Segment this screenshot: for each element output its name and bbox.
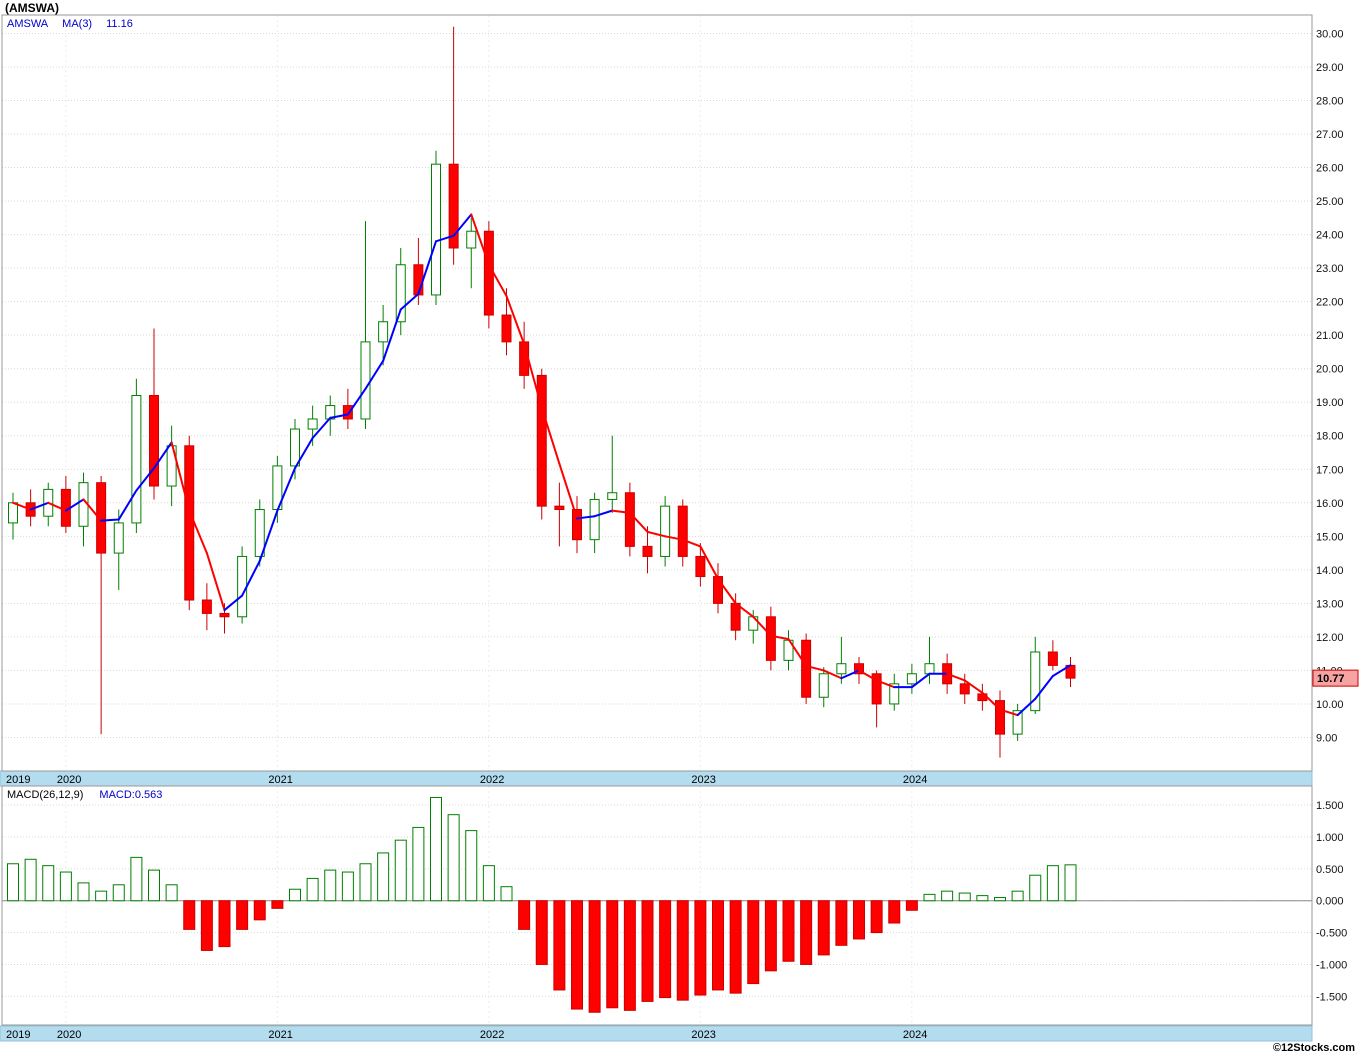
page-title: (AMSWA) (5, 1, 59, 15)
year-label: 2019 (6, 1029, 30, 1041)
ma3-line (12, 213, 1072, 717)
svg-text:23.00: 23.00 (1316, 263, 1344, 275)
year-label: 2021 (268, 774, 292, 786)
macd-histogram (7, 796, 1077, 1013)
svg-text:-0.500: -0.500 (1316, 928, 1347, 940)
symbol-label: AMSWA (7, 18, 49, 30)
year-label: 2020 (57, 774, 81, 786)
svg-text:20.00: 20.00 (1316, 364, 1344, 376)
svg-text:19.00: 19.00 (1316, 397, 1344, 409)
svg-text:17.00: 17.00 (1316, 464, 1344, 476)
svg-text:-1.500: -1.500 (1316, 991, 1347, 1003)
macd-panel-legend: MACD(26,12,9) MACD:0.563 (7, 789, 162, 801)
year-label: 2022 (480, 1029, 504, 1041)
svg-text:25.00: 25.00 (1316, 196, 1344, 208)
year-label: 2023 (691, 774, 715, 786)
macd-value: MACD:0.563 (99, 789, 163, 801)
year-label: 2019 (6, 774, 30, 786)
svg-text:18.00: 18.00 (1316, 431, 1344, 443)
svg-text:1.000: 1.000 (1316, 832, 1344, 844)
svg-text:26.00: 26.00 (1316, 163, 1344, 175)
svg-text:27.00: 27.00 (1316, 129, 1344, 141)
svg-text:13.00: 13.00 (1316, 598, 1344, 610)
svg-text:12.00: 12.00 (1316, 632, 1344, 644)
svg-text:22.00: 22.00 (1316, 297, 1344, 309)
ma-label: MA(3) (62, 18, 93, 30)
year-label: 2022 (480, 774, 504, 786)
year-label: 2024 (903, 774, 927, 786)
svg-text:21.00: 21.00 (1316, 330, 1344, 342)
macd-params-label: MACD(26,12,9) (7, 789, 84, 801)
last-price-text: 10.77 (1317, 673, 1345, 685)
year-label: 2024 (903, 1029, 927, 1041)
year-label: 2021 (268, 1029, 292, 1041)
year-label: 2023 (691, 1029, 715, 1041)
svg-text:0.500: 0.500 (1316, 864, 1344, 876)
last-price-tag (1312, 669, 1359, 687)
svg-text:10.00: 10.00 (1316, 699, 1344, 711)
watermark: ©12Stocks.com (1272, 1042, 1355, 1054)
price-panel-legend: AMSWA MA(3) 11.16 (7, 18, 147, 30)
svg-text:16.00: 16.00 (1316, 498, 1344, 510)
price-date-band (0, 770, 1313, 787)
svg-text:28.00: 28.00 (1316, 95, 1344, 107)
svg-text:29.00: 29.00 (1316, 62, 1344, 74)
svg-text:15.00: 15.00 (1316, 531, 1344, 543)
svg-text:9.00: 9.00 (1316, 732, 1337, 744)
svg-text:-1.000: -1.000 (1316, 959, 1347, 971)
year-label: 2020 (57, 1029, 81, 1041)
macd-date-band (0, 1025, 1313, 1042)
ma-value: 11.16 (106, 18, 133, 30)
svg-text:14.00: 14.00 (1316, 565, 1344, 577)
candlestick-series (8, 26, 1076, 758)
svg-text:24.00: 24.00 (1316, 230, 1344, 242)
svg-text:0.000: 0.000 (1316, 896, 1344, 908)
svg-text:1.500: 1.500 (1316, 800, 1344, 812)
svg-text:30.00: 30.00 (1316, 28, 1344, 40)
